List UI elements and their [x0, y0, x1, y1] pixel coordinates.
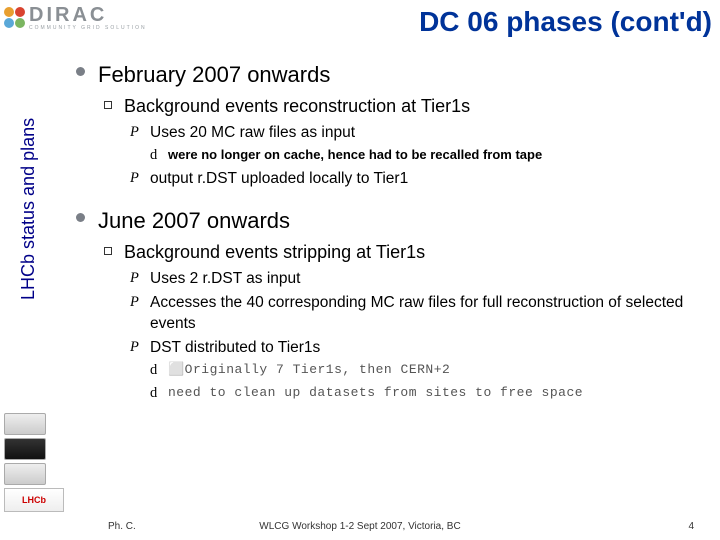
- slide-title: DC 06 phases (cont'd): [250, 6, 712, 38]
- logo-dot: [15, 7, 25, 17]
- footer-page-number: 4: [688, 521, 694, 532]
- logo-dot: [4, 18, 14, 28]
- bullet-p-icon: P: [130, 169, 144, 189]
- subpoint-text: need to clean up datasets from sites to …: [168, 384, 583, 403]
- subsection: Background events stripping at Tier1s: [104, 241, 706, 265]
- footer-badges: LHCb: [4, 413, 64, 512]
- bullet-d-icon: d: [150, 361, 162, 380]
- bullet-d-icon: d: [150, 384, 162, 403]
- section-heading-text: February 2007 onwards: [98, 60, 330, 89]
- point-text: output r.DST uploaded locally to Tier1: [150, 169, 408, 189]
- section-heading-text: June 2007 onwards: [98, 206, 290, 235]
- bullet-p-icon: P: [130, 123, 144, 143]
- bullet-square-icon: [104, 101, 112, 109]
- vertical-side-label: LHCb status and plans: [18, 118, 39, 300]
- logo: DIRAC COMMUNITY GRID SOLUTION: [4, 4, 147, 31]
- point: P Uses 20 MC raw files as input: [130, 123, 706, 143]
- point-text: DST distributed to Tier1s: [150, 338, 320, 358]
- subpoint-text: ⬜Originally 7 Tier1s, then CERN+2: [168, 361, 450, 380]
- section-heading: February 2007 onwards: [76, 60, 706, 89]
- bullet-circle-icon: [76, 213, 85, 222]
- logo-dot: [15, 18, 25, 28]
- logo-dots: [4, 7, 25, 28]
- logo-subtitle: COMMUNITY GRID SOLUTION: [29, 25, 147, 31]
- bullet-p-icon: P: [130, 338, 144, 358]
- section-heading: June 2007 onwards: [76, 206, 706, 235]
- subpoint: d were no longer on cache, hence had to …: [150, 146, 706, 165]
- subpoint: d need to clean up datasets from sites t…: [150, 384, 706, 403]
- logo-dot: [4, 7, 14, 17]
- logo-text: DIRAC: [29, 4, 147, 27]
- bullet-d-icon: d: [150, 146, 162, 165]
- lhcb-badge-icon: LHCb: [4, 488, 64, 512]
- point-text: Uses 2 r.DST as input: [150, 269, 300, 289]
- slide-footer: Ph. C. WLCG Workshop 1-2 Sept 2007, Vict…: [0, 521, 720, 532]
- footer-author: Ph. C.: [108, 521, 136, 532]
- point: P output r.DST uploaded locally to Tier1: [130, 169, 706, 189]
- bullet-p-icon: P: [130, 293, 144, 334]
- point-text: Uses 20 MC raw files as input: [150, 123, 355, 143]
- point: P Accesses the 40 corresponding MC raw f…: [130, 293, 706, 334]
- badge-icon: [4, 413, 46, 435]
- subsection-text: Background events stripping at Tier1s: [124, 241, 425, 265]
- slide-content: February 2007 onwards Background events …: [76, 60, 706, 403]
- point: P Uses 2 r.DST as input: [130, 269, 706, 289]
- subpoint-text: were no longer on cache, hence had to be…: [168, 146, 542, 165]
- badge-icon: [4, 438, 46, 460]
- bullet-p-icon: P: [130, 269, 144, 289]
- bullet-circle-icon: [76, 67, 85, 76]
- subpoint: d ⬜Originally 7 Tier1s, then CERN+2: [150, 361, 706, 380]
- subsection-text: Background events reconstruction at Tier…: [124, 95, 470, 119]
- point-text: Accesses the 40 corresponding MC raw fil…: [150, 293, 706, 334]
- point: P DST distributed to Tier1s: [130, 338, 706, 358]
- badge-icon: [4, 463, 46, 485]
- subsection: Background events reconstruction at Tier…: [104, 95, 706, 119]
- bullet-square-icon: [104, 247, 112, 255]
